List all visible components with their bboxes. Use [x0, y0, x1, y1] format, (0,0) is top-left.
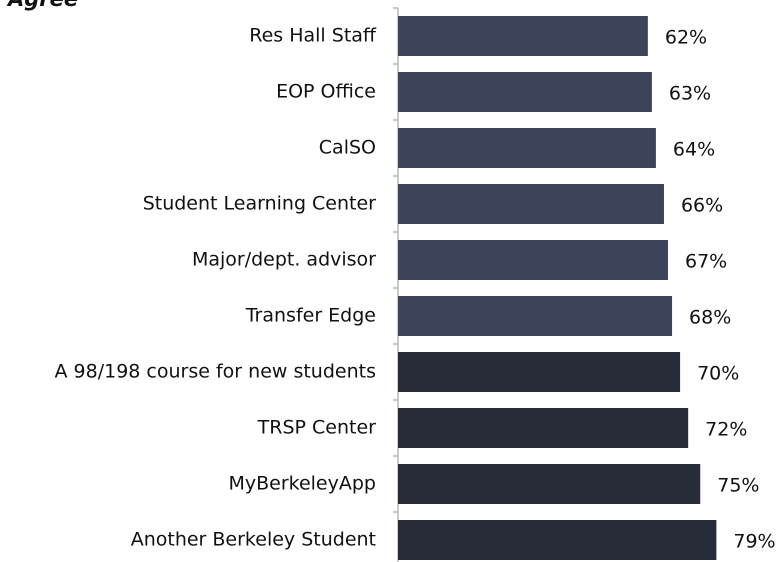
bar	[398, 184, 664, 224]
value-label: 70%	[697, 363, 739, 385]
bar	[398, 72, 652, 112]
category-label: TRSP Center	[257, 417, 377, 439]
category-label: Res Hall Staff	[249, 25, 377, 47]
chart-title: Agree	[6, 0, 78, 11]
value-label: 68%	[689, 307, 731, 329]
value-label: 72%	[705, 419, 747, 441]
bar	[398, 408, 689, 448]
category-label: MyBerkeleyApp	[228, 473, 376, 495]
value-label: 63%	[669, 83, 711, 105]
bar	[398, 240, 669, 280]
value-label: 62%	[665, 27, 707, 49]
bar	[398, 520, 717, 560]
bar	[398, 464, 701, 504]
bar	[398, 128, 656, 168]
category-label: Student Learning Center	[143, 193, 376, 215]
value-label: 67%	[685, 251, 727, 273]
category-label: A 98/198 course for new students	[55, 361, 376, 383]
value-label: 66%	[681, 195, 723, 217]
value-label: 75%	[717, 475, 759, 497]
bar	[398, 16, 648, 56]
category-label: Another Berkeley Student	[131, 529, 376, 551]
category-label: CalSO	[319, 137, 376, 159]
value-label: 64%	[673, 139, 715, 161]
category-label: Major/dept. advisor	[192, 249, 376, 271]
category-label: Transfer Edge	[245, 305, 376, 327]
bar	[398, 296, 673, 336]
category-label: EOP Office	[276, 81, 376, 103]
value-label: 79%	[733, 531, 775, 553]
bar	[398, 352, 681, 392]
